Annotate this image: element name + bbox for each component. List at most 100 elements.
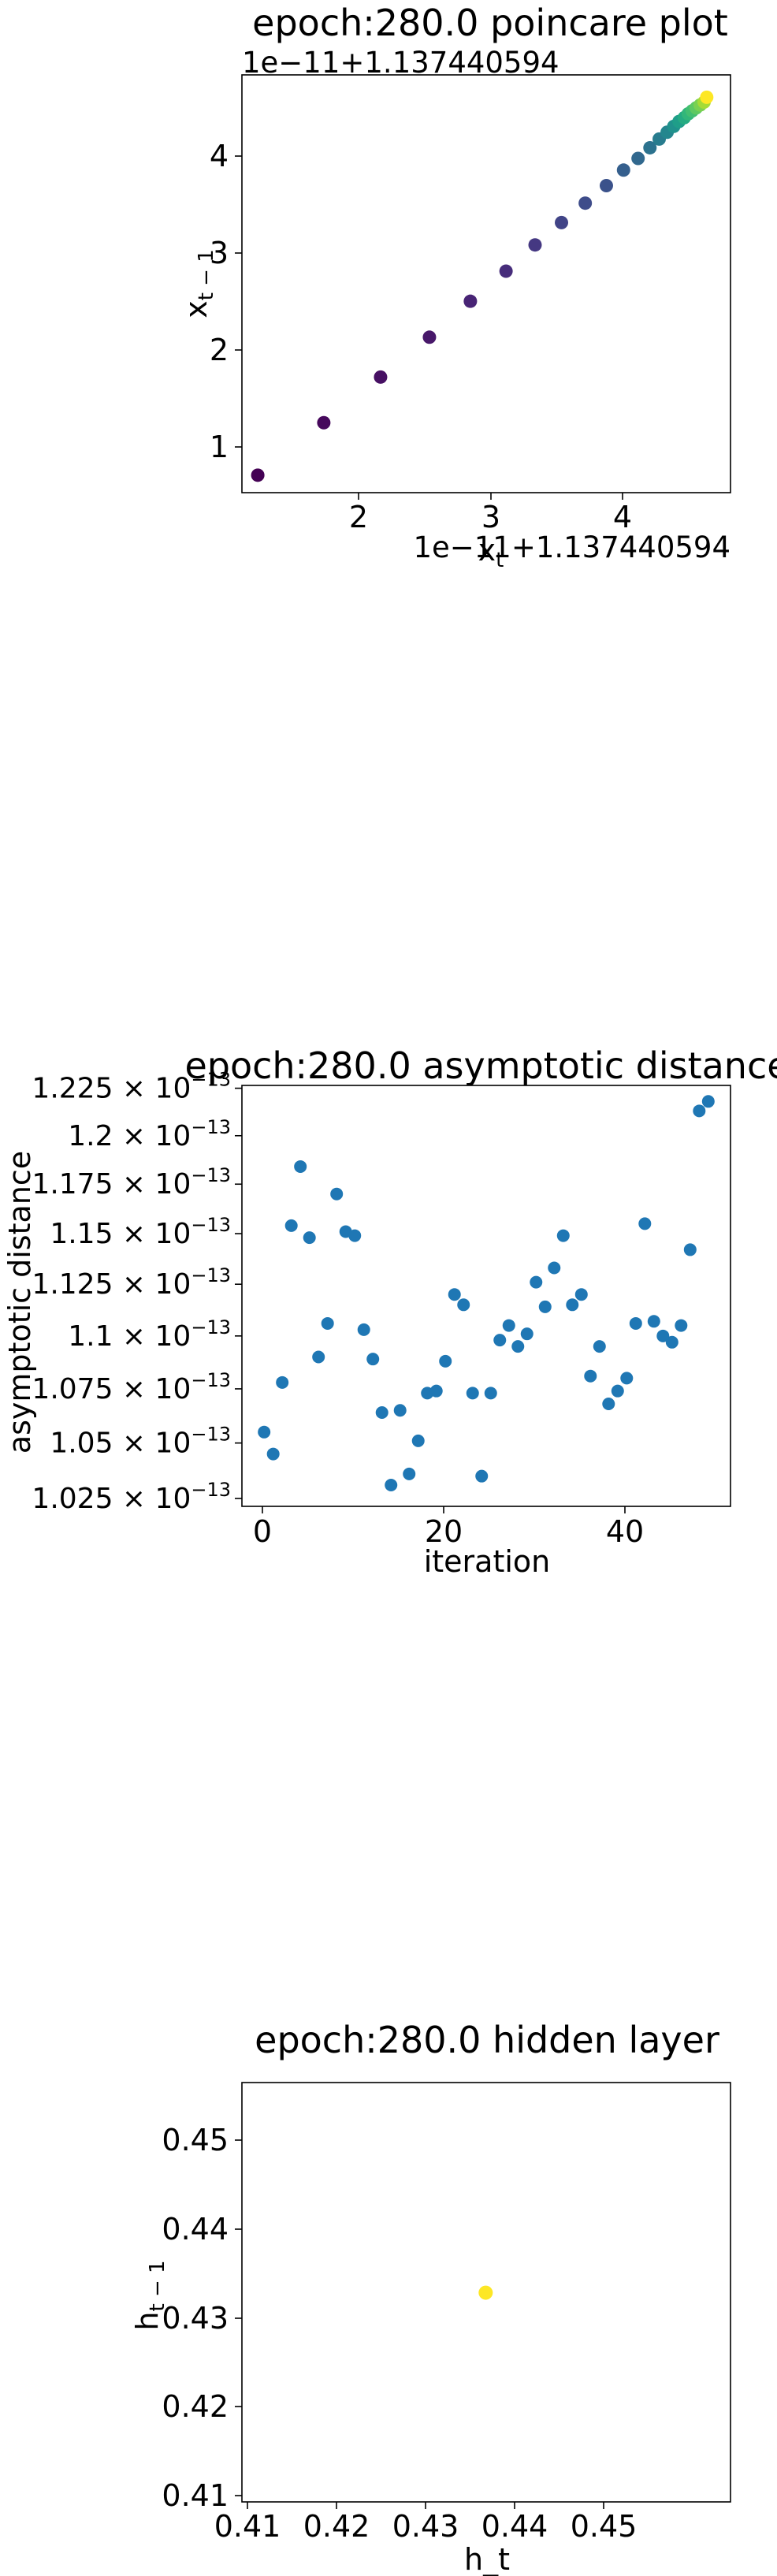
hidden-xtick-label: 0.45: [571, 2509, 638, 2544]
asymptotic-chart: epoch:280.0 asymptotic distance 0 20 40 …: [2, 1044, 777, 1579]
asymptotic-point: [566, 1298, 579, 1312]
poincare-xtick-label: 3: [481, 500, 500, 534]
poincare-y-label: xt − 1: [179, 249, 218, 318]
asymptotic-point: [548, 1261, 561, 1275]
asymptotic-point: [602, 1398, 615, 1411]
asymptotic-point: [429, 1384, 443, 1398]
asymptotic-point: [385, 1478, 398, 1491]
asymptotic-ytick-label: 1.1 × 10−13: [68, 1316, 231, 1353]
asymptotic-point: [701, 1095, 715, 1108]
asymptotic-ytick-exponent: −13: [191, 1214, 231, 1236]
asymptotic-x-label: iteration: [424, 1544, 551, 1579]
hidden-point: [478, 2285, 493, 2300]
asymptotic-point: [366, 1353, 380, 1366]
asymptotic-point: [457, 1298, 470, 1312]
asymptotic-point: [411, 1434, 425, 1447]
poincare-ytick-label: 4: [210, 139, 229, 173]
hidden-plot-frame: [241, 2082, 731, 2503]
asymptotic-point: [538, 1300, 552, 1313]
asymptotic-title: epoch:280.0 asymptotic distance: [184, 1044, 777, 1087]
poincare-point: [317, 415, 331, 430]
poincare-y-label-sub: t − 1: [195, 249, 218, 300]
asymptotic-xtick-label: 0: [253, 1514, 272, 1549]
asymptotic-point: [321, 1316, 334, 1330]
asymptotic-point: [530, 1275, 543, 1289]
hidden-xtick-label: 0.41: [214, 2509, 281, 2544]
hidden-xtick-label: 0.44: [481, 2509, 548, 2544]
asymptotic-plot-frame: [241, 1085, 731, 1507]
asymptotic-point: [357, 1323, 370, 1336]
asymptotic-yticks: 1.025 × 10−13 1.05 × 10−13 1.075 × 10−13 1.…: [32, 1069, 242, 1515]
poincare-point: [422, 330, 437, 344]
asymptotic-point: [276, 1375, 289, 1389]
hidden-title: epoch:280.0 hidden layer: [255, 2019, 719, 2061]
hidden-ytick-label: 0.45: [162, 2123, 229, 2157]
poincare-point: [374, 370, 388, 384]
asymptotic-point: [593, 1340, 606, 1353]
asymptotic-xtick-label: 20: [425, 1514, 463, 1549]
asymptotic-ytick-label: 1.05 × 10−13: [50, 1424, 231, 1460]
hidden-x-label: h_t: [464, 2542, 510, 2576]
asymptotic-ytick-label: 1.15 × 10−13: [50, 1214, 231, 1250]
poincare-point: [528, 238, 542, 252]
asymptotic-point: [493, 1334, 507, 1347]
poincare-x-label-sub: t: [496, 549, 504, 572]
asymptotic-point: [303, 1231, 316, 1245]
asymptotic-ytick-exponent: −13: [191, 1264, 231, 1286]
asymptotic-point: [258, 1425, 271, 1439]
poincare-point: [463, 294, 478, 308]
hidden-ytick-label: 0.41: [162, 2478, 229, 2513]
hidden-points: [478, 2285, 493, 2300]
hidden-ytick-label: 0.42: [162, 2389, 229, 2424]
asymptotic-ytick-exponent: −13: [191, 1164, 231, 1186]
poincare-point: [555, 215, 569, 229]
asymptotic-point: [393, 1404, 407, 1417]
asymptotic-point: [484, 1387, 497, 1400]
asymptotic-point: [638, 1217, 652, 1230]
asymptotic-point: [502, 1319, 515, 1332]
asymptotic-point: [629, 1316, 642, 1330]
hidden-xtick-label: 0.43: [392, 2509, 459, 2544]
asymptotic-ytick-exponent: −13: [191, 1369, 231, 1391]
asymptotic-point: [439, 1354, 452, 1368]
poincare-x-offset-text: 1e−11+1.137440594: [413, 530, 731, 564]
asymptotic-point: [403, 1467, 416, 1480]
asymptotic-point: [520, 1327, 533, 1341]
asymptotic-point: [647, 1315, 660, 1328]
poincare-title: epoch:280.0 poincare plot: [252, 2, 728, 44]
asymptotic-point: [656, 1329, 670, 1342]
asymptotic-point: [511, 1340, 525, 1353]
asymptotic-point: [611, 1384, 624, 1398]
poincare-point: [578, 196, 593, 210]
hidden-xtick-label: 0.42: [303, 2509, 370, 2544]
asymptotic-point: [312, 1350, 325, 1364]
asymptotic-point: [284, 1219, 298, 1232]
asymptotic-point: [375, 1405, 388, 1419]
asymptotic-point: [675, 1319, 688, 1332]
poincare-plot-frame: [241, 74, 731, 493]
asymptotic-point: [556, 1229, 570, 1242]
asymptotic-point: [584, 1369, 597, 1383]
poincare-points: [251, 90, 714, 482]
asymptotic-point: [266, 1447, 280, 1461]
poincare-point: [499, 264, 513, 278]
asymptotic-ytick-label: 1.175 × 10−13: [32, 1164, 231, 1201]
asymptotic-point: [620, 1372, 634, 1385]
asymptotic-points: [258, 1095, 715, 1491]
poincare-xtick-label: 2: [349, 500, 368, 534]
asymptotic-ytick-exponent: −13: [191, 1116, 231, 1138]
hidden-ytick-label: 0.44: [162, 2212, 229, 2247]
poincare-ytick-label: 1: [210, 430, 229, 464]
hidden-chart: epoch:280.0 hidden layer 0.41 0.42 0.43 …: [130, 2019, 731, 2576]
asymptotic-ytick-label: 1.2 × 10−13: [68, 1116, 231, 1152]
asymptotic-point: [693, 1104, 706, 1118]
asymptotic-point: [665, 1335, 678, 1349]
poincare-point: [700, 90, 714, 104]
hidden-ytick-label: 0.43: [162, 2301, 229, 2336]
asymptotic-ytick-label: 1.225 × 10−13: [32, 1069, 231, 1105]
asymptotic-ytick-label: 1.025 × 10−13: [32, 1479, 231, 1515]
poincare-point: [599, 179, 613, 193]
asymptotic-xtick-label: 40: [606, 1514, 644, 1549]
poincare-ytick-label: 2: [210, 333, 229, 367]
